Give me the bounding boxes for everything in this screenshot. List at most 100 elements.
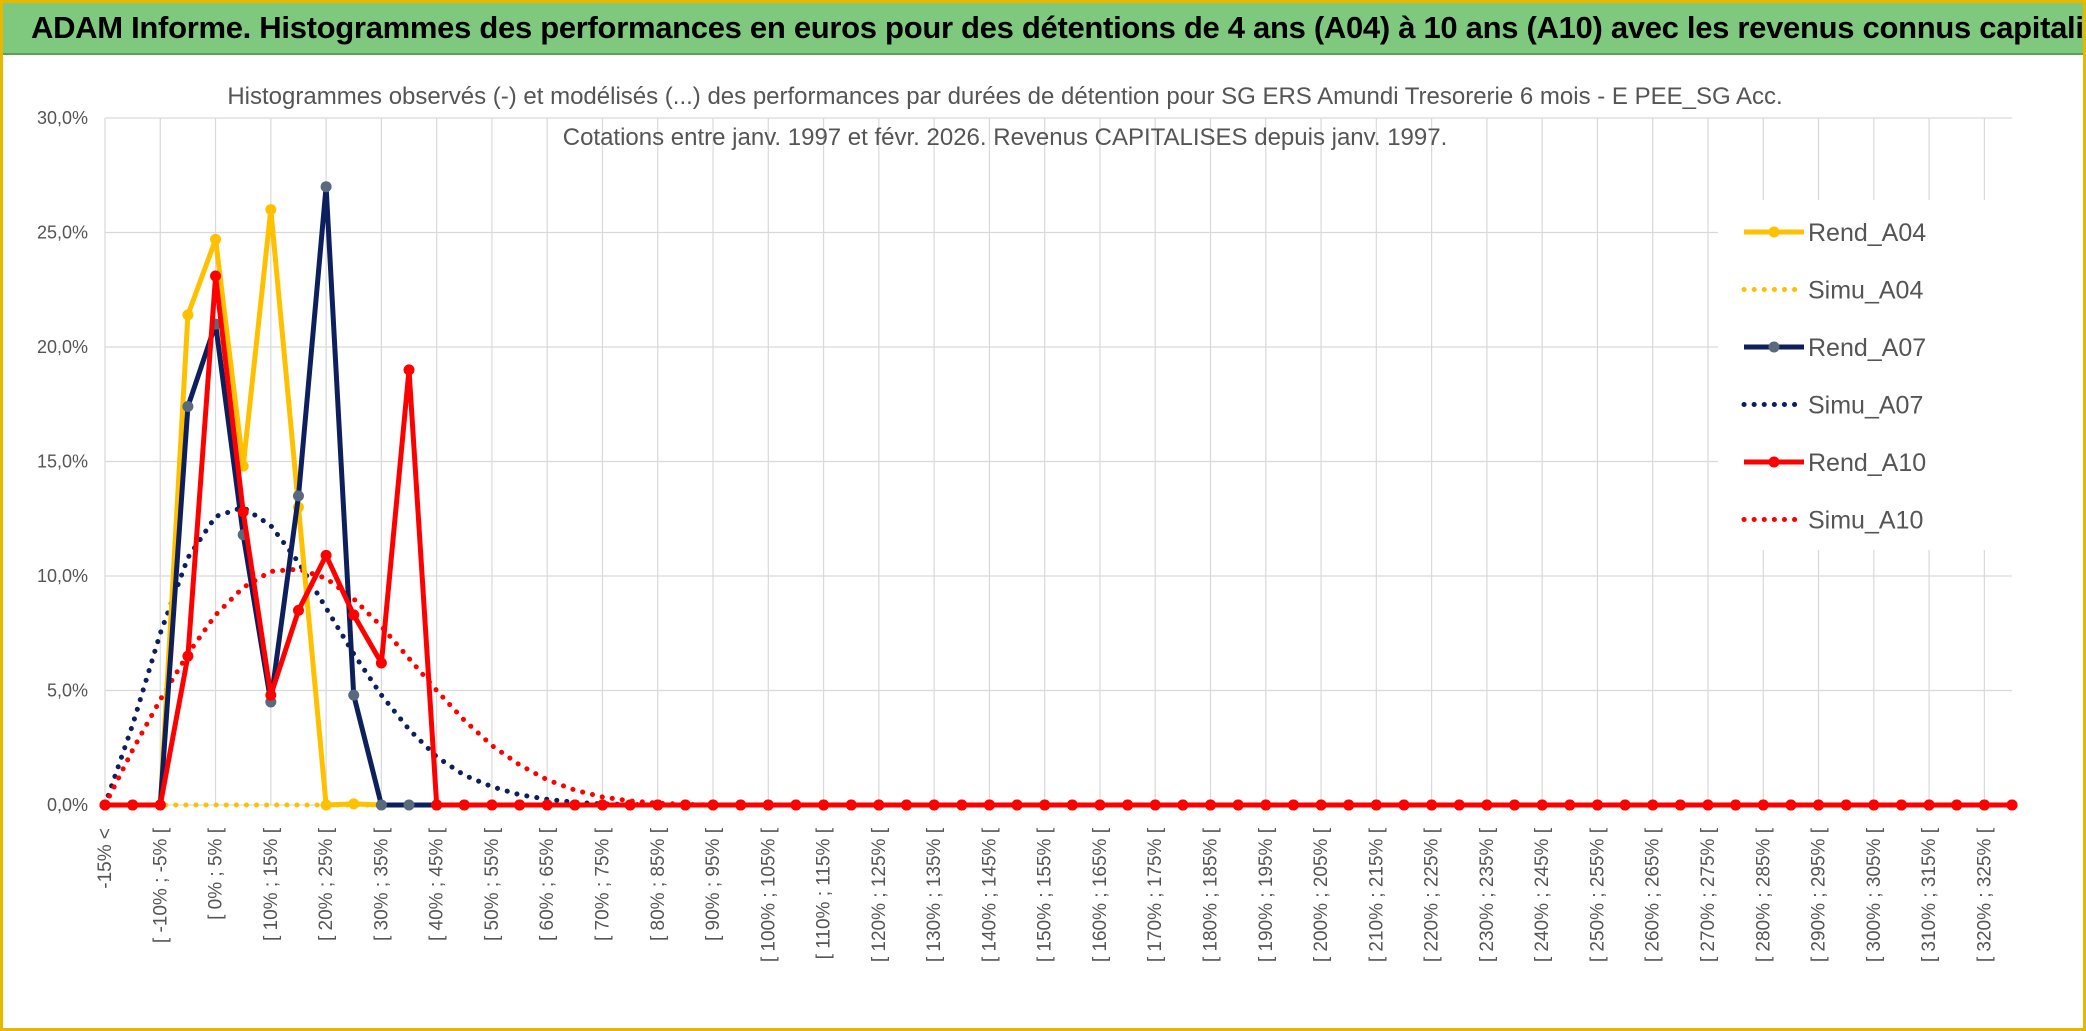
x-tick-label: [ 20% ; 25% [ — [316, 827, 337, 941]
data-point — [292, 604, 304, 616]
y-tick-label: 0,0% — [47, 795, 88, 815]
x-tick-label: [ 30% ; 35% [ — [371, 827, 392, 941]
data-point — [1011, 799, 1023, 811]
x-tick-label: [ 40% ; 45% [ — [427, 827, 448, 941]
data-point — [348, 609, 360, 621]
x-tick-label: [ 110% ; 115% [ — [814, 827, 835, 959]
x-tick-label: [ 230% ; 235% [ — [1477, 827, 1498, 962]
data-point — [1315, 799, 1327, 811]
x-tick-label: [ 170% ; 175% [ — [1145, 827, 1166, 962]
legend-label: Rend_A04 — [1808, 219, 1926, 247]
data-point — [1895, 799, 1907, 811]
x-axis-ticks: -15% < [ -10% ; -5% [[ 0% ; 5% [[ 10% ; 1… — [95, 827, 1995, 962]
legend-marker — [1768, 226, 1780, 238]
data-point — [928, 799, 940, 811]
data-point — [983, 799, 995, 811]
data-point — [348, 798, 360, 810]
data-point — [707, 799, 719, 811]
data-point — [458, 799, 470, 811]
x-tick-label: [ 250% ; 255% [ — [1587, 827, 1608, 962]
data-point — [182, 309, 194, 321]
data-point — [1840, 799, 1852, 811]
x-tick-label: [ 310% ; 315% [ — [1919, 827, 1940, 962]
data-point — [1122, 799, 1134, 811]
data-point — [1205, 799, 1217, 811]
data-point — [652, 799, 664, 811]
data-point — [320, 549, 332, 561]
y-tick-label: 15,0% — [37, 452, 88, 472]
data-point — [1730, 799, 1742, 811]
x-tick-label: [ 220% ; 225% [ — [1422, 827, 1443, 962]
x-tick-label: -15% < — [95, 828, 116, 889]
data-point — [735, 799, 747, 811]
legend-item-Simu_A10: Simu_A10 — [1741, 507, 1923, 535]
x-tick-label: [ 210% ; 215% [ — [1366, 827, 1387, 962]
data-point — [596, 799, 608, 811]
y-tick-label: 20,0% — [37, 337, 88, 357]
data-point — [127, 799, 139, 811]
legend-item-Rend_A07: Rend_A07 — [1744, 334, 1926, 362]
x-tick-label: [ 240% ; 245% [ — [1532, 827, 1553, 962]
data-point — [1702, 799, 1714, 811]
legend-label: Rend_A07 — [1808, 334, 1926, 362]
data-point — [210, 270, 222, 282]
x-tick-label: [ 320% ; 325% [ — [1974, 827, 1995, 962]
data-point — [1149, 799, 1161, 811]
data-point — [873, 799, 885, 811]
x-tick-label: [ 120% ; 125% [ — [869, 827, 890, 962]
data-point — [1398, 799, 1410, 811]
y-tick-label: 25,0% — [37, 223, 88, 243]
data-point — [1813, 799, 1825, 811]
data-point — [486, 799, 498, 811]
data-point — [320, 799, 332, 811]
y-axis-ticks: 0,0% 5,0% 10,0% 15,0% 20,0% 25,0% 30,0% — [37, 108, 88, 815]
x-tick-label: [ -10% ; -5% [ — [150, 827, 171, 943]
x-tick-label: [ 100% ; 105% [ — [758, 827, 779, 962]
data-point — [403, 799, 415, 811]
data-point — [900, 799, 912, 811]
page-banner: ADAM Informe. Histogrammes des performan… — [3, 3, 2083, 55]
x-tick-label: [ 150% ; 155% [ — [1035, 827, 1056, 962]
data-point — [182, 650, 194, 662]
legend-box — [1718, 200, 2018, 550]
y-tick-label: 10,0% — [37, 566, 88, 586]
data-point — [1868, 799, 1880, 811]
data-point — [375, 657, 387, 669]
y-tick-label: 30,0% — [37, 108, 88, 128]
legend-label: Rend_A10 — [1808, 449, 1926, 477]
x-tick-label: [ 190% ; 195% [ — [1256, 827, 1277, 962]
legend-marker — [1768, 456, 1780, 468]
x-tick-label: [ 180% ; 185% [ — [1201, 827, 1222, 962]
data-point — [1509, 799, 1521, 811]
data-point — [1647, 799, 1659, 811]
data-point — [431, 799, 443, 811]
data-point — [1066, 799, 1078, 811]
data-point — [1370, 799, 1382, 811]
legend-item-Simu_A07: Simu_A07 — [1741, 392, 1923, 420]
x-tick-label: [ 300% ; 305% [ — [1864, 827, 1885, 962]
x-tick-label: [ 260% ; 265% [ — [1643, 827, 1664, 962]
legend-label: Simu_A04 — [1808, 277, 1923, 305]
data-point — [1453, 799, 1465, 811]
data-point — [1232, 799, 1244, 811]
legend-item-Rend_A10: Rend_A10 — [1744, 449, 1926, 477]
data-point — [403, 364, 415, 376]
data-point — [1619, 799, 1631, 811]
data-point — [569, 799, 581, 811]
data-point — [99, 799, 111, 811]
x-tick-label: [ 280% ; 285% [ — [1753, 827, 1774, 962]
legend-item-Rend_A04: Rend_A04 — [1744, 219, 1926, 247]
data-point — [1536, 799, 1548, 811]
y-tick-label: 5,0% — [47, 681, 88, 701]
data-point — [1923, 799, 1935, 811]
data-point — [679, 799, 691, 811]
x-tick-label: [ 130% ; 135% [ — [924, 827, 945, 962]
data-point — [1674, 799, 1686, 811]
series-line-Simu_A07 — [102, 504, 2015, 808]
data-point — [1177, 799, 1189, 811]
data-point — [514, 799, 526, 811]
data-point — [1564, 799, 1576, 811]
x-tick-label: [ 140% ; 145% [ — [979, 827, 1000, 962]
x-tick-label: [ 0% ; 5% [ — [206, 827, 227, 920]
data-point — [845, 799, 857, 811]
